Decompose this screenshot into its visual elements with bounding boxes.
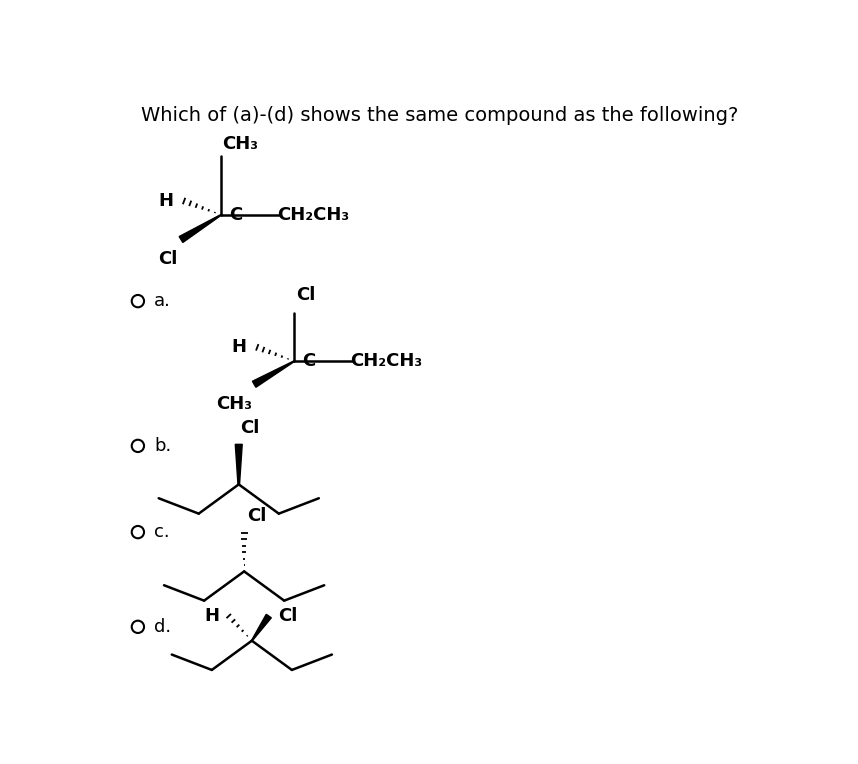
Text: a.: a. <box>154 292 171 310</box>
Text: b.: b. <box>154 437 172 455</box>
Text: C: C <box>229 206 242 224</box>
Text: Cl: Cl <box>278 607 298 625</box>
Text: CH₂CH₃: CH₂CH₃ <box>351 352 423 371</box>
Polygon shape <box>179 215 221 242</box>
Polygon shape <box>235 445 242 484</box>
Polygon shape <box>252 361 294 387</box>
Text: CH₂CH₃: CH₂CH₃ <box>277 206 349 224</box>
Text: CH₃: CH₃ <box>222 135 258 153</box>
Text: Cl: Cl <box>159 251 178 268</box>
Text: Cl: Cl <box>296 286 315 304</box>
Text: H: H <box>159 192 173 210</box>
Text: H: H <box>232 338 246 356</box>
Text: C: C <box>302 352 315 371</box>
Polygon shape <box>251 614 271 641</box>
Text: c.: c. <box>154 523 170 541</box>
Text: d.: d. <box>154 618 172 636</box>
Text: Which of (a)-(d) shows the same compound as the following?: Which of (a)-(d) shows the same compound… <box>141 105 739 125</box>
Text: H: H <box>204 607 220 625</box>
Text: Cl: Cl <box>240 419 260 437</box>
Text: Cl: Cl <box>247 507 267 525</box>
Text: CH₃: CH₃ <box>216 395 252 413</box>
